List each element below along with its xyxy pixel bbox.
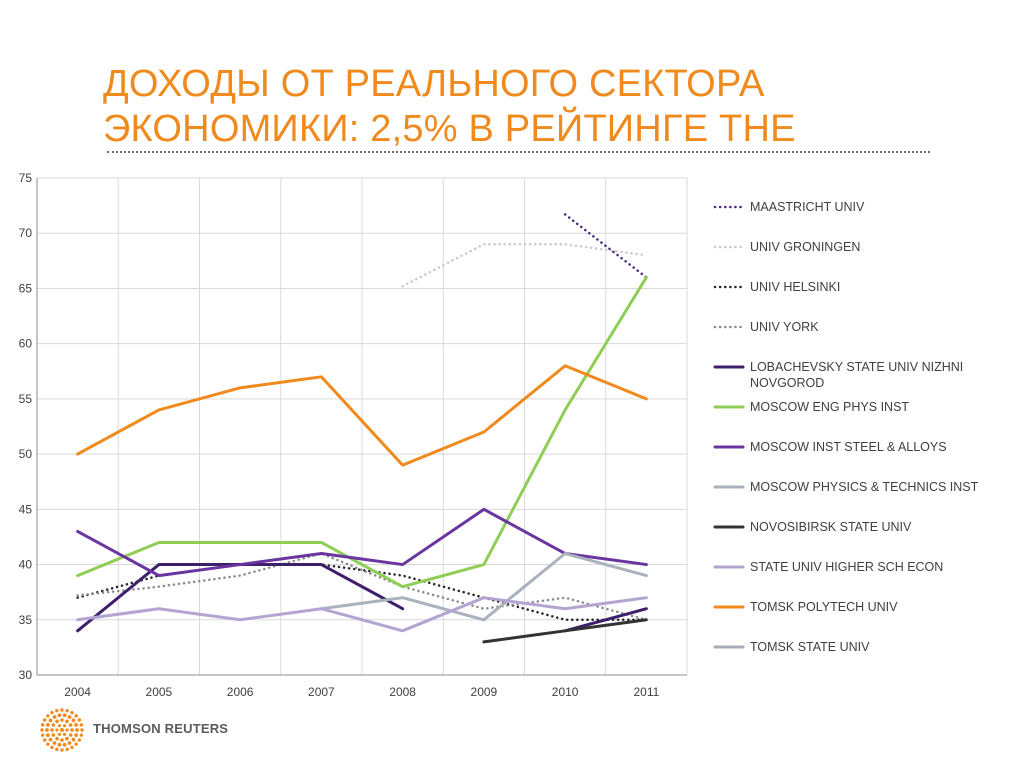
legend-label: MOSCOW INST STEEL & ALLOYS [750, 440, 947, 454]
legend-label: MOSCOW ENG PHYS INST [750, 400, 909, 414]
y-tick-label: 45 [19, 502, 33, 516]
series-line-10 [76, 364, 648, 467]
x-tick-label: 2007 [308, 685, 335, 699]
series-line-4 [563, 607, 648, 633]
y-tick-label: 30 [19, 668, 33, 682]
y-tick-label: 65 [19, 281, 33, 295]
y-tick-label: 40 [19, 558, 33, 572]
legend-label: MAASTRICHT UNIV [750, 200, 865, 214]
legend-label: NOVGOROD [750, 376, 824, 390]
legend-label: LOBACHEVSKY STATE UNIV NIZHNI [750, 360, 963, 374]
series-line-0 [563, 213, 648, 279]
legend-label: TOMSK POLYTECH UNIV [750, 600, 898, 614]
legend-label: TOMSK STATE UNIV [750, 640, 870, 654]
series-line-1 [401, 243, 648, 288]
slide-title: ДОХОДЫ ОТ РЕАЛЬНОГО СЕКТОРА ЭКОНОМИКИ: 2… [103, 62, 963, 152]
series-line-7 [319, 552, 648, 622]
series-line-6 [76, 507, 648, 578]
x-tick-label: 2006 [227, 685, 254, 699]
y-tick-label: 55 [19, 392, 33, 406]
logo-sunburst-icon [40, 708, 84, 752]
x-tick-label: 2011 [633, 685, 659, 699]
series-line-8 [482, 618, 648, 644]
legend-label: UNIV HELSINKI [750, 280, 840, 294]
y-tick-label: 35 [19, 613, 33, 627]
title-underline [107, 151, 930, 153]
logo-text: THOMSON REUTERS [93, 721, 229, 736]
y-tick-label: 50 [19, 447, 33, 461]
x-tick-label: 2004 [64, 685, 91, 699]
legend-label: UNIV GRONINGEN [750, 240, 860, 254]
series-line-9 [76, 596, 648, 633]
series-line-3 [76, 552, 648, 622]
y-tick-label: 75 [19, 171, 33, 185]
legend-label: NOVOSIBIRSK STATE UNIV [750, 520, 912, 534]
y-tick-label: 70 [19, 226, 33, 240]
x-tick-label: 2008 [389, 685, 416, 699]
legend-label: STATE UNIV HIGHER SCH ECON [750, 560, 943, 574]
title-line-2: ЭКОНОМИКИ: 2,5% В РЕЙТИНГЕ THE [103, 108, 796, 150]
y-tick-label: 60 [19, 337, 33, 351]
series-line-5 [76, 275, 648, 589]
title-line-1: ДОХОДЫ ОТ РЕАЛЬНОГО СЕКТОРА [103, 63, 765, 105]
line-chart: 30 35 40 45 50 55 60 65 70 75 2004 2005 2006 2007 2008… [19, 171, 979, 699]
x-tick-label: 2005 [146, 685, 173, 699]
x-tick-label: 2009 [471, 685, 498, 699]
legend-label: UNIV YORK [750, 320, 819, 334]
x-tick-label: 2010 [552, 685, 579, 699]
thomson-reuters-logo: THOMSON REUTERS [40, 708, 240, 752]
legend-label: MOSCOW PHYSICS & TECHNICS INST [750, 480, 979, 494]
